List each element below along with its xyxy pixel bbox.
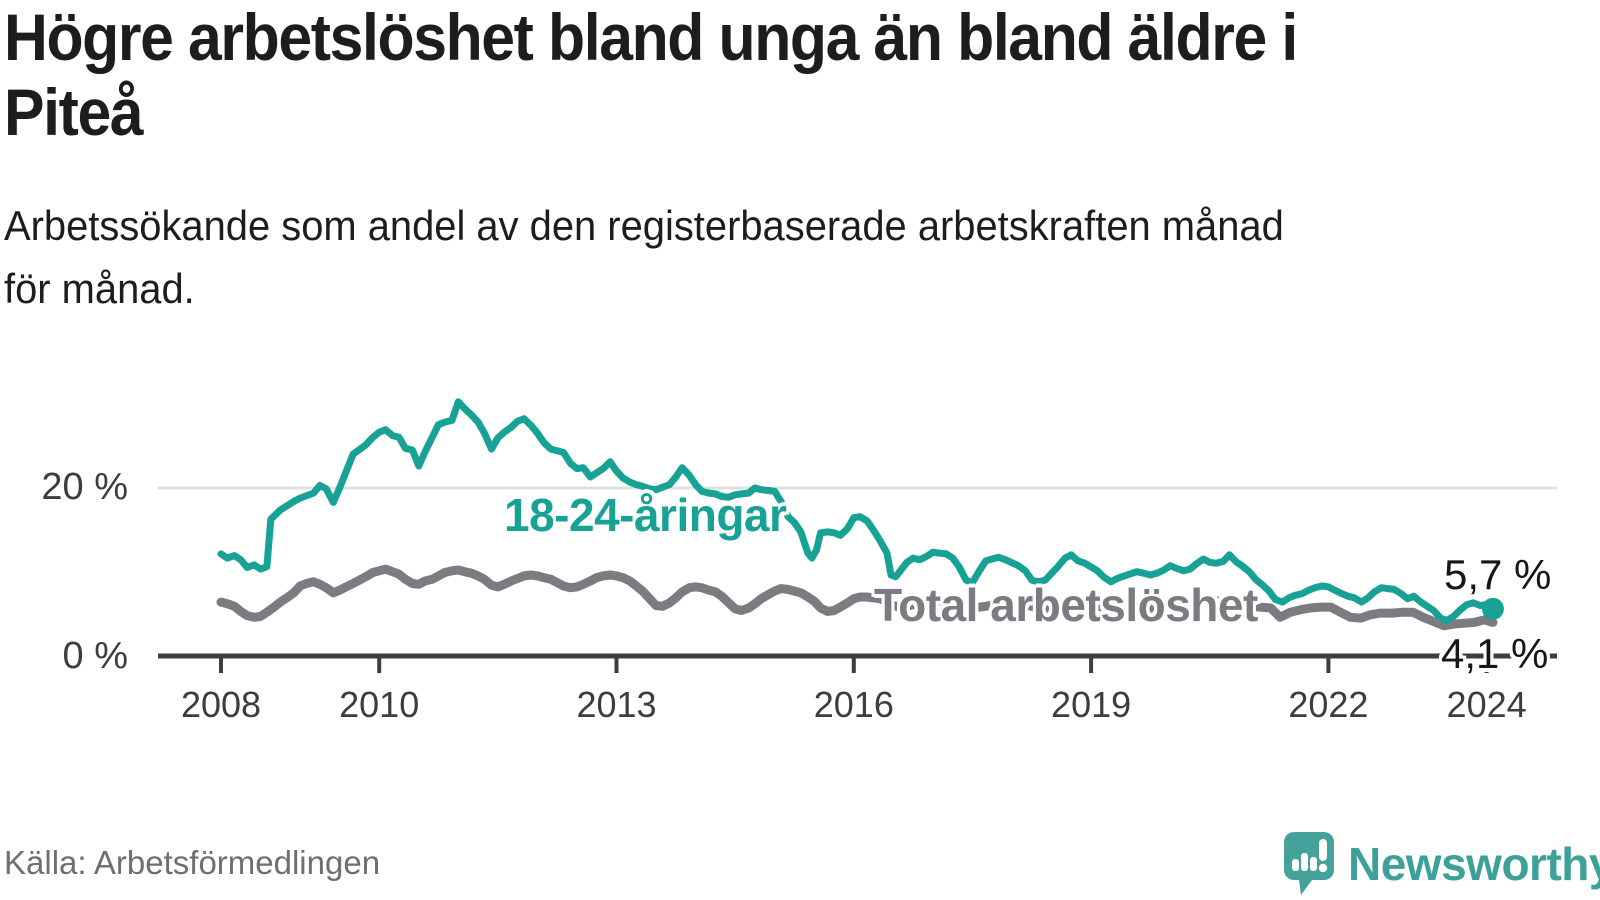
x-tick-label-2010: 2010: [339, 684, 420, 725]
x-tick-label-2019: 2019: [1051, 684, 1132, 725]
x-tick-label-2016: 2016: [813, 684, 894, 725]
series-label-total: Total arbetslöshet: [874, 579, 1258, 631]
series-label-youth: 18-24-åringar: [504, 489, 787, 541]
subtitle-line-2: för månad.: [4, 265, 195, 312]
title-line-1: Högre arbetslöshet bland unga än bland ä…: [4, 0, 1298, 74]
x-tick-label-2008: 2008: [180, 684, 262, 725]
x-tick-label-2022: 2022: [1288, 684, 1369, 725]
youth-18-24-line: [217, 398, 1497, 625]
newsworthy-wordmark: Newsworthy: [1348, 838, 1600, 890]
latest-value-total: 4,1 %: [1441, 630, 1549, 677]
page-title: Högre arbetslöshet bland unga än bland ä…: [4, 0, 1298, 149]
chart-subtitle: Arbetssökande som andel av den registerb…: [4, 194, 1284, 320]
source-note: Källa: Arbetsförmedlingen: [4, 844, 381, 881]
total-unemployment-line: [216, 564, 1498, 631]
y-axis-label-0: 0 %: [62, 635, 128, 677]
latest-value-youth: 5,7 %: [1444, 551, 1552, 598]
x-axis-tick-marks: [219, 657, 1489, 673]
newsworthy-branding: Newsworthy: [1284, 832, 1600, 896]
subtitle-line-1: Arbetssökande som andel av den registerb…: [4, 202, 1284, 249]
latest-value-marker: [1481, 597, 1504, 620]
y-axis-label-20: 20 %: [41, 466, 128, 508]
newsworthy-logo-icon: [1284, 832, 1334, 895]
title-line-2: Piteå: [4, 74, 144, 149]
x-tick-label-2024: 2024: [1446, 684, 1527, 725]
x-tick-label-2013: 2013: [576, 684, 657, 725]
